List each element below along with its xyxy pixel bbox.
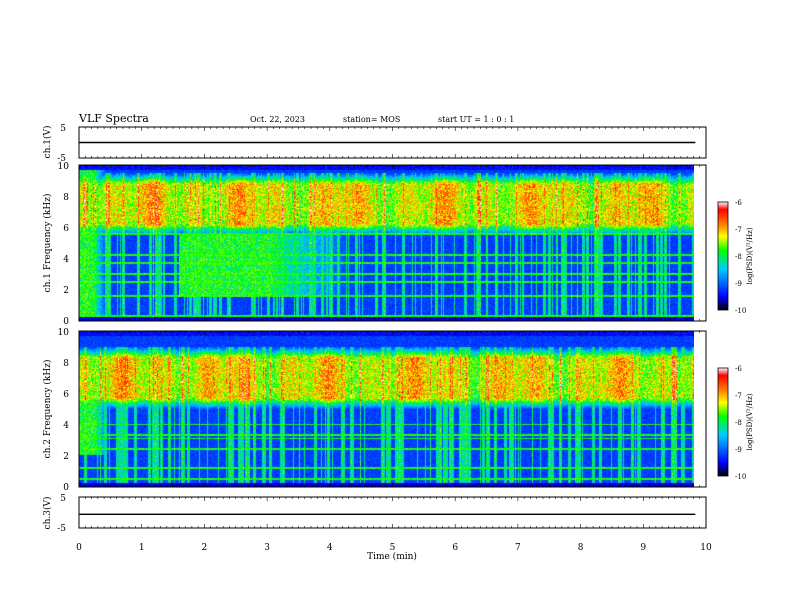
x-axis: 0 1 2 3 4 5 6 7 8 9 10 Time (min) xyxy=(76,543,712,562)
ch1-ytick-6: 6 xyxy=(63,224,69,234)
xtick-10: 10 xyxy=(700,543,712,553)
date-label: Oct. 22, 2023 xyxy=(250,115,305,124)
x-axis-label: Time (min) xyxy=(367,551,417,562)
xtick-8: 8 xyxy=(578,543,584,553)
ch1-colorbar-gradient xyxy=(717,201,729,311)
ch1-spectrogram-image xyxy=(79,165,694,321)
ch1-waveform-ticks xyxy=(78,127,707,158)
ch1-cbtick-7: -7 xyxy=(735,226,742,234)
ch2-cbtick-10: -10 xyxy=(735,473,746,481)
ch2-colorbar-label: log(PSD)(V²/Hz) xyxy=(746,393,754,450)
ch2-ytick-6: 6 xyxy=(63,390,69,400)
ch1-ytick-top: 5 xyxy=(60,124,66,134)
ch3-waveform-ylabel: ch.3(V) xyxy=(42,497,53,530)
ch2-cbtick-9: -9 xyxy=(735,446,742,454)
ch1-cbtick-9: -9 xyxy=(735,280,742,288)
ch3-waveform-ticks xyxy=(78,497,707,528)
ch2-cbtick-6: -6 xyxy=(735,365,742,373)
ch2-cbtick-8: -8 xyxy=(735,419,742,427)
ch2-ytick-4: 4 xyxy=(63,421,69,431)
start-time-label: start UT = 1 : 0 : 1 xyxy=(438,115,514,124)
ch2-spectrogram-image xyxy=(79,331,694,487)
ch2-spectrogram-ylabel: ch.2 Frequency (kHz) xyxy=(42,360,53,459)
ch1-ytick-10: 10 xyxy=(58,162,70,172)
xtick-1: 1 xyxy=(139,543,145,553)
ch2-ytick-2: 2 xyxy=(63,452,69,462)
ch1-ytick-2: 2 xyxy=(63,286,69,296)
ch2-ytick-0: 0 xyxy=(63,483,69,493)
station-label: station= MOS xyxy=(343,115,400,124)
xtick-5: 5 xyxy=(390,543,396,553)
ch1-cbtick-10: -10 xyxy=(735,307,746,315)
ch1-colorbar-label: log(PSD)(V²/Hz) xyxy=(746,227,754,284)
ch3-ytick-top: 5 xyxy=(60,494,66,504)
ch2-ytick-8: 8 xyxy=(63,359,69,369)
ch1-waveform-panel: 5 -5 ch.1(V) xyxy=(42,124,707,164)
ch2-spectrogram-panel: 0 2 4 6 8 10 ch.2 Frequency (kHz) xyxy=(42,328,707,493)
ch1-ytick-bottom: -5 xyxy=(57,154,66,164)
ch1-ytick-4: 4 xyxy=(63,255,69,265)
xtick-2: 2 xyxy=(202,543,208,553)
xtick-3: 3 xyxy=(264,543,270,553)
xtick-9: 9 xyxy=(640,543,646,553)
ch2-cbtick-7: -7 xyxy=(735,392,742,400)
xtick-4: 4 xyxy=(327,543,333,553)
ch1-cbtick-8: -8 xyxy=(735,253,742,261)
ch1-colorbar: -6 -7 -8 -9 -10 log(PSD)(V²/Hz) xyxy=(717,199,754,315)
xtick-0: 0 xyxy=(76,543,82,553)
ch2-spectrogram-ticks xyxy=(78,331,707,487)
xtick-7: 7 xyxy=(515,543,521,553)
ch2-colorbar-gradient xyxy=(717,367,729,477)
ch1-spectrogram-ticks xyxy=(78,165,707,321)
ch1-spectrogram-ylabel: ch.1 Frequency (kHz) xyxy=(42,194,53,293)
ch1-spectrogram-panel: 0 2 4 6 8 10 ch.1 Frequency (kHz) xyxy=(42,162,707,327)
ch2-colorbar: -6 -7 -8 -9 -10 log(PSD)(V²/Hz) xyxy=(717,365,754,481)
ch1-ytick-8: 8 xyxy=(63,193,69,203)
ch1-cbtick-6: -6 xyxy=(735,199,742,207)
xtick-6: 6 xyxy=(452,543,458,553)
figure-title: VLF Spectra xyxy=(78,112,149,125)
ch3-waveform-frame xyxy=(78,496,707,529)
ch1-waveform-ylabel: ch.1(V) xyxy=(42,126,53,159)
ch1-ytick-0: 0 xyxy=(63,317,69,327)
ch3-ytick-bottom: -5 xyxy=(57,524,66,534)
ch3-waveform-panel: 5 -5 ch.3(V) xyxy=(42,494,707,534)
ch2-ytick-10: 10 xyxy=(58,328,70,338)
